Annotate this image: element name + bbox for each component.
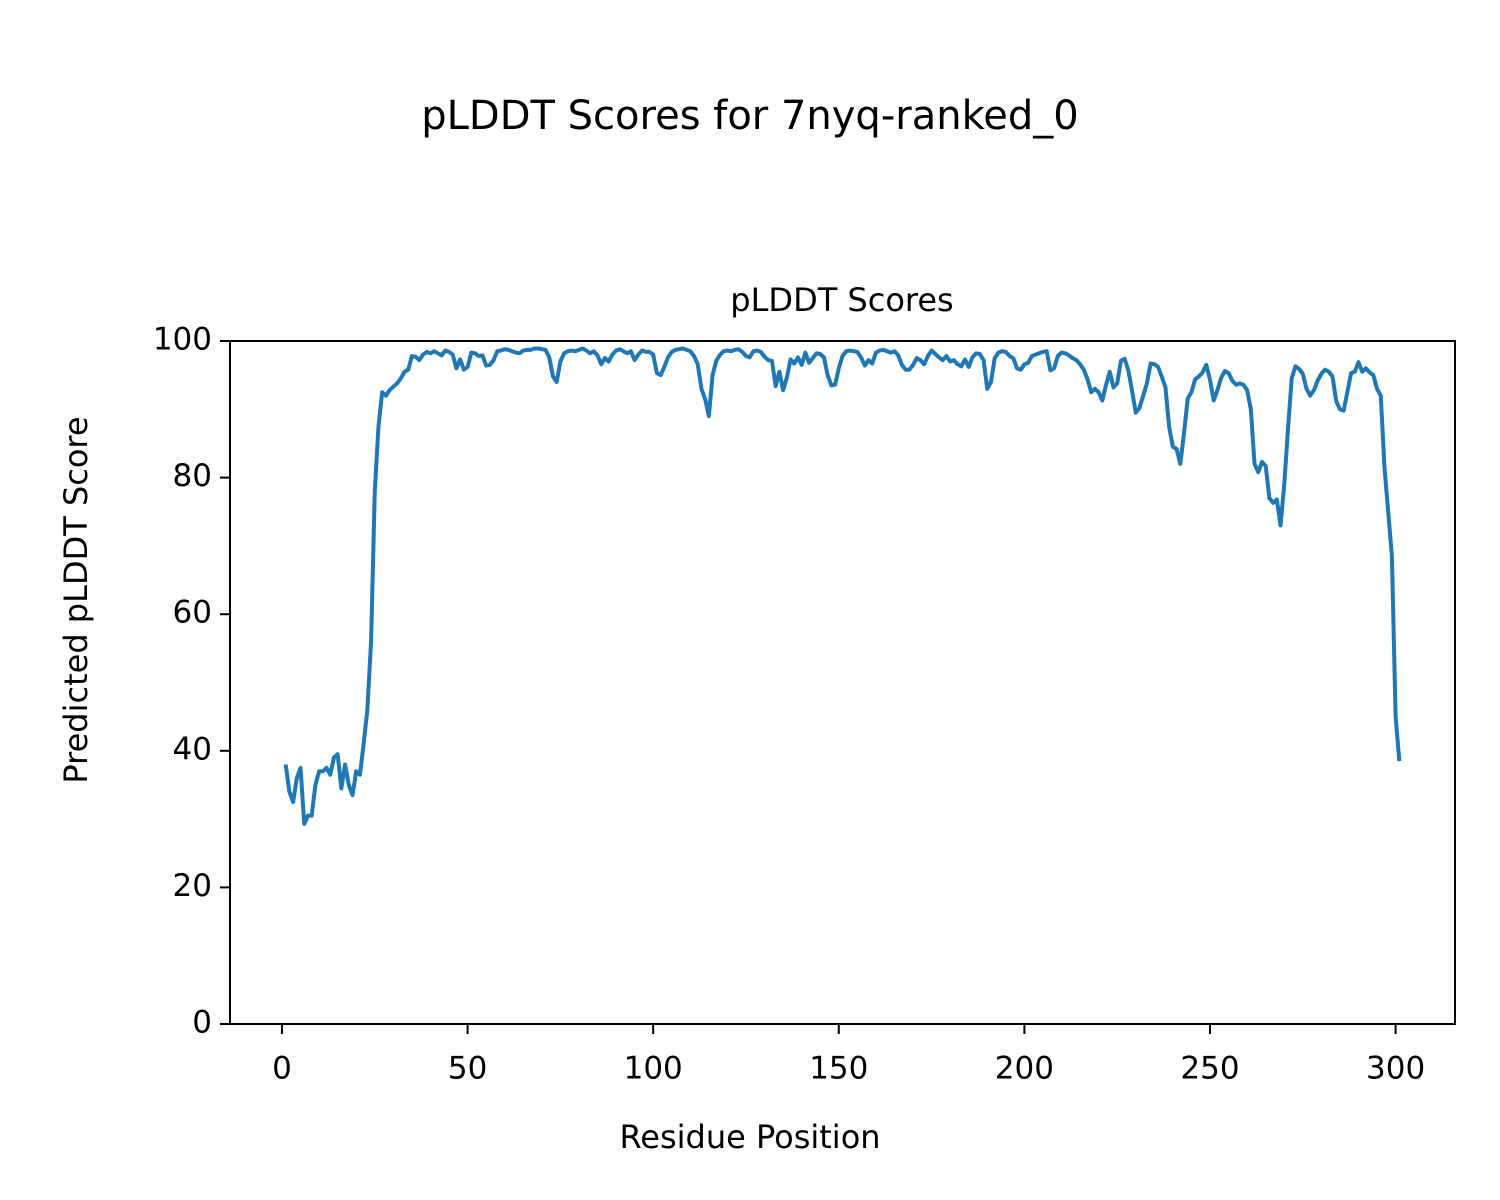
- x-tick-label: 200: [995, 1051, 1054, 1087]
- x-tick-label: 0: [272, 1051, 292, 1087]
- x-tick-label: 250: [1180, 1051, 1239, 1087]
- x-tick-label: 300: [1366, 1051, 1425, 1087]
- data-line: [283, 346, 1402, 826]
- axes-frame: [229, 340, 1456, 1025]
- y-tick-label: 100: [153, 322, 212, 358]
- x-tick-label: 100: [624, 1051, 683, 1087]
- x-tick-label: 150: [809, 1051, 868, 1087]
- y-tick-label: 40: [173, 731, 212, 767]
- y-axis-label: Predicted pLDDT Score: [57, 416, 95, 783]
- y-tick-label: 60: [173, 595, 212, 631]
- axes-title: pLDDT Scores: [730, 281, 953, 319]
- y-tick-label: 0: [192, 1005, 212, 1041]
- chart-title: pLDDT Scores for 7nyq-ranked_0: [421, 93, 1079, 139]
- x-tick-label: 50: [448, 1051, 487, 1087]
- y-tick-label: 20: [173, 868, 212, 904]
- x-axis-label: Residue Position: [619, 1118, 880, 1156]
- y-tick-label: 80: [173, 458, 212, 494]
